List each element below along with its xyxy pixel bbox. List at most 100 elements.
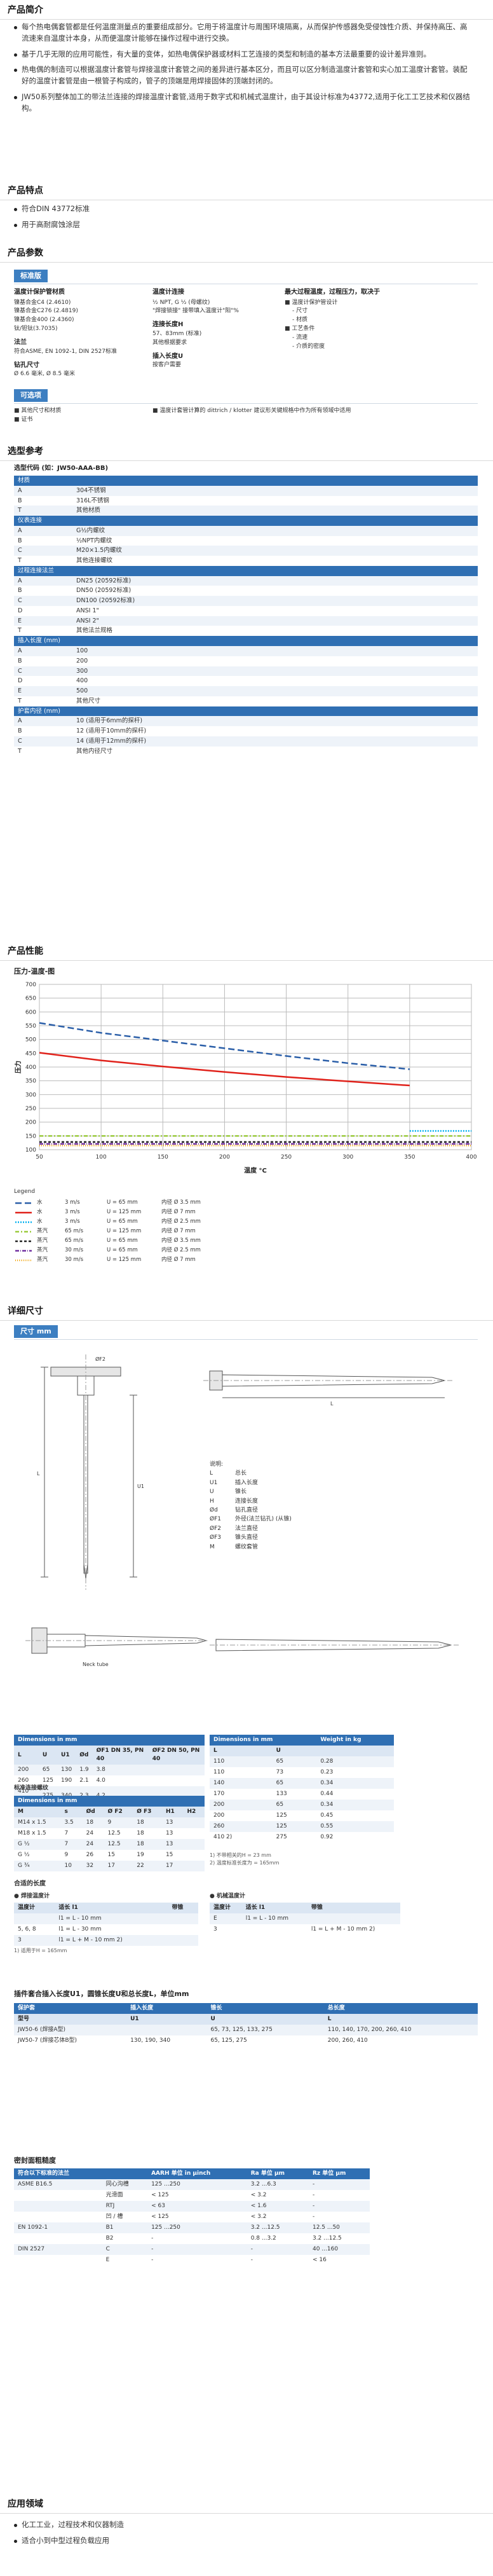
opt-tag: 可选项: [14, 389, 48, 402]
note-symbol: L: [210, 1470, 213, 1477]
table-cell: 3: [213, 1926, 217, 1933]
note-item: L 总长: [210, 1469, 362, 1478]
legend-text: 蒸汽: [37, 1228, 48, 1235]
svg-text:L: L: [330, 1401, 334, 1407]
table-header-cell: 适长 l1: [55, 1903, 168, 1914]
table-cell: [183, 1828, 205, 1839]
legend-text: 水: [37, 1199, 43, 1206]
table-header-cell: Ød: [76, 1746, 93, 1765]
col3-item: - 材质: [292, 317, 308, 324]
option-desc: 316L不锈钢: [72, 495, 478, 506]
table-cell: [168, 1913, 198, 1925]
selection-row: B DN50 (20592标准): [14, 586, 478, 596]
option-desc: 200: [72, 656, 478, 666]
col2-head: 温度计连接: [152, 289, 184, 296]
option-desc: 其他材质: [72, 506, 478, 516]
table-cell: 0.55: [316, 1821, 394, 1833]
table-header-cell: 符合以下标准的法兰: [14, 2168, 102, 2180]
legend-text: 65 m/s: [65, 1228, 84, 1235]
option-desc: 其他内径尺寸: [72, 746, 478, 757]
std-tag: 标准版: [14, 270, 48, 282]
table-cell: [183, 1861, 205, 1872]
combo-note: 1) 适用于H = 165mm: [14, 1948, 67, 1953]
option-code: B: [14, 656, 72, 666]
note-item: ØF3 锥头直径: [210, 1533, 362, 1542]
thermowell-drawing-neck: Neck tube: [25, 1627, 208, 1667]
table-cell: -: [312, 2192, 315, 2199]
table-cell: 65: [272, 1778, 317, 1789]
legend-text: U = 125 mm: [107, 1257, 142, 1264]
legend-text: 内径 Ø 7 mm: [161, 1257, 196, 1264]
table-cell: 9: [104, 1817, 133, 1829]
table-row: E - - < 16: [14, 2255, 370, 2266]
option-code: B: [14, 495, 72, 506]
table-header-cell: 温度计: [210, 1903, 242, 1914]
apps-list: 化工工业，过程技术和仪器制造 适合小到中型过程负载应用: [0, 2519, 479, 2551]
legend-text: U = 125 mm: [107, 1228, 142, 1235]
legend-text: 蒸汽: [37, 1237, 48, 1244]
selection-group-header: 插入长度 (mm): [14, 636, 478, 647]
legend-row: 水 3 m/s U = 65 mm 内径 Ø 2.5 mm: [14, 1217, 268, 1227]
legend-swatch: [15, 1240, 32, 1242]
table-row: 200 125 0.45: [210, 1810, 394, 1821]
table-header-cell: Ra 单位 µm: [246, 2168, 309, 2180]
ins-label: 插入长度U: [152, 352, 184, 360]
note-item: M 螺纹套管: [210, 1543, 362, 1552]
option-desc: 14 (适用于12mm的探杆): [72, 736, 478, 747]
app-item: 化工工业，过程技术和仪器制造: [14, 2519, 471, 2531]
table-cell: E: [210, 1913, 242, 1925]
x-tick-label: 150: [158, 1154, 168, 1161]
table-header-cell: 带锥: [168, 1903, 198, 1914]
note-symbol: U1: [210, 1479, 218, 1486]
table-cell: < 1.6: [246, 2201, 309, 2212]
table-row: 光滑面 < 125 < 3.2 -: [14, 2190, 370, 2201]
app-item: 适合小到中型过程负载应用: [14, 2535, 471, 2547]
performance-title: 产品性能: [8, 946, 43, 956]
legend-title: Legend: [14, 1188, 36, 1195]
note-symbol: H: [210, 1498, 214, 1505]
table-cell: -: [308, 2179, 370, 2191]
table-cell: 133: [276, 1791, 287, 1798]
t1-sub: 标准连接螺纹: [14, 1785, 49, 1791]
note-desc: 插入长度: [235, 1479, 259, 1486]
table-cell: 275: [276, 1834, 287, 1841]
chart-title: 压力-温度-图: [14, 967, 55, 975]
pressure-temperature-chart: 50 100 150 200 250 300 350 40010015020025030035…: [14, 982, 477, 1174]
neck-label: Neck tube: [83, 1662, 109, 1667]
x-tick-label: 100: [96, 1154, 107, 1161]
table-cell: < 125: [151, 2214, 169, 2221]
thermowell-drawing-flange: L U1 ØF2: [37, 1354, 144, 1590]
table-cell: [168, 1924, 198, 1935]
table-cell: < 3.2: [250, 2214, 267, 2221]
intro-para: 基于几乎无限的应用可能性，有大量的变体，如热电偶保护器或材料工艺连接的类型和制造…: [14, 49, 471, 60]
table-cell: -: [147, 2244, 247, 2256]
selection-row: T 其他连接螺纹: [14, 556, 478, 566]
selection-row: E ANSI 2": [14, 616, 478, 626]
selection-row: C DN100 (20592标准): [14, 596, 478, 606]
y-tick-label: 400: [25, 1064, 36, 1071]
note-desc: 螺纹套管: [235, 1543, 259, 1550]
x-tick-label: 400: [466, 1154, 476, 1161]
option-desc: 12 (适用于10mm的探杆): [72, 726, 478, 736]
option-code: C: [14, 546, 72, 556]
y-tick-label: 150: [25, 1133, 36, 1140]
table-cell: 0.34: [316, 1800, 394, 1811]
col3-item: - 流速: [292, 334, 308, 341]
option-code: C: [14, 736, 72, 747]
table-row: 凹 / 槽 < 125 < 3.2 -: [14, 2212, 370, 2222]
table-cell: 65, 125, 275: [210, 2037, 247, 2044]
legend-text: U = 65 mm: [107, 1247, 138, 1254]
x-tick-label: 50: [36, 1154, 43, 1161]
t3-note: 2) 温度标准长度为 = 165mm: [210, 1859, 280, 1866]
opt-left: ■ 其他尺寸和材质 ■ 证书: [14, 407, 141, 425]
table-cell: B1: [102, 2222, 148, 2234]
thermowell-drawing-side: L: [203, 1370, 454, 1407]
option-desc: 10 (适用于6mm的探杆): [72, 716, 478, 727]
table-cell: 13: [165, 1830, 173, 1837]
option-code: C: [14, 596, 72, 606]
table-cell: EN 1092-1: [14, 2222, 102, 2234]
table-cell: -: [312, 2214, 315, 2221]
table-header-cell: U1: [57, 1746, 76, 1765]
